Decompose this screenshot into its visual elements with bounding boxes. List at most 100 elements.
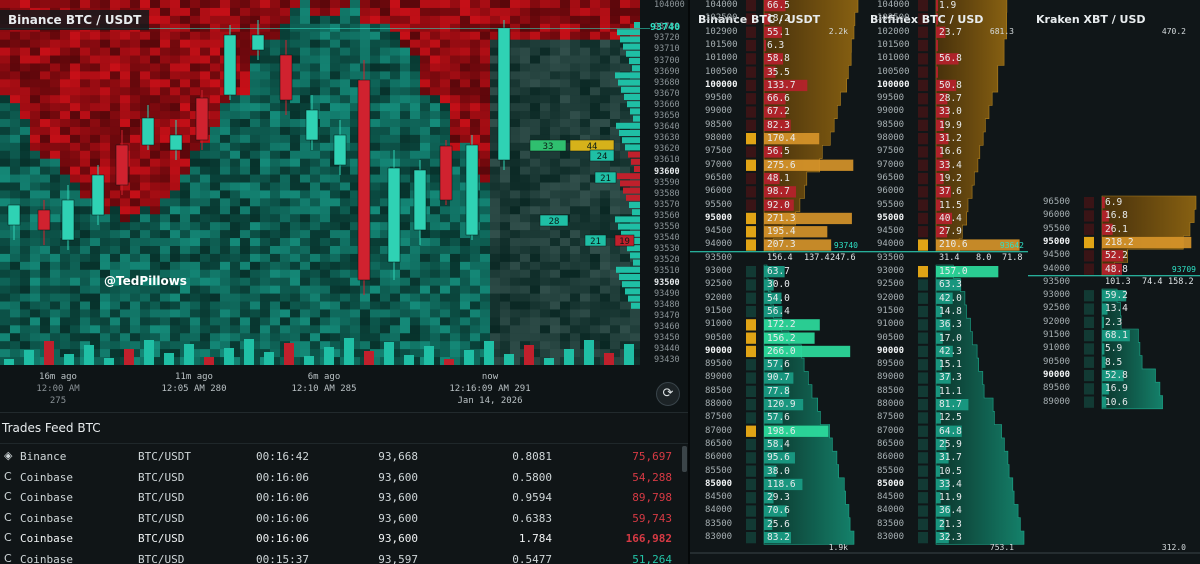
heatmap-cell [260, 95, 270, 104]
heatmap-cell [20, 190, 30, 199]
trade-row[interactable]: C Coinbase BTC/USD 00:16:06 93,600 1.784 166,9… [0, 529, 680, 549]
heat-marker [918, 399, 928, 411]
heatmap-cell [570, 0, 580, 9]
trade-pair: BTC/USD [138, 532, 185, 545]
heatmap-cell [550, 341, 560, 350]
heatmap-cell [560, 55, 570, 64]
heatmap-cell [30, 198, 40, 207]
heatmap-cell [350, 63, 360, 72]
heatmap-cell [520, 55, 530, 64]
heatmap-cell [540, 261, 550, 271]
heatmap-cell [340, 230, 350, 239]
heatmap-cell [370, 7, 380, 17]
heatmap-cell [460, 325, 470, 334]
trade-row[interactable]: ◈ Binance BTC/USDT 00:16:42 93,668 0.8081 75,6… [0, 447, 680, 467]
heatmap-cell [150, 261, 160, 271]
heatmap-cell [290, 198, 300, 207]
heatmap-cell [540, 277, 550, 287]
time-label-top: 6m ago [307, 372, 341, 382]
heatmap-cell [170, 150, 180, 160]
heatmap-cell [600, 0, 610, 9]
heatmap-cell [30, 325, 40, 334]
heatmap-cell [620, 103, 630, 112]
heatmap-cell [120, 0, 130, 9]
heatmap-cell [590, 134, 600, 144]
level-price: 102500 [877, 13, 910, 24]
heatmap-cell [430, 134, 440, 144]
trade-row[interactable]: C Coinbase BTC/USD 00:16:06 93,600 0.9594 89,7… [0, 488, 680, 508]
heatmap-cell [0, 269, 10, 279]
heatmap-cell [270, 285, 280, 295]
heat-marker [918, 66, 928, 78]
heatmap-cell [480, 325, 490, 334]
level-price: 84500 [877, 492, 905, 503]
heatmap-cell [70, 79, 80, 88]
heatmap-cell [580, 293, 590, 303]
heatmap-cell [440, 293, 450, 303]
heatmap-cell [0, 39, 10, 49]
heatmap-cell [430, 15, 440, 25]
heatmap-cell [180, 206, 190, 215]
heatmap-cell [120, 134, 130, 144]
heatmap-cell [160, 39, 170, 49]
heatmap-cell [100, 341, 110, 350]
heatmap-cell [300, 174, 310, 183]
trade-row[interactable]: C Coinbase BTC/USD 00:15:37 93,597 0.5477 51,2… [0, 550, 680, 564]
heatmap-chart[interactable]: 33 44 24 21 28 21 19 Binance BTC / USDT @TedPi… [0, 0, 688, 412]
heatmap-cell [210, 293, 220, 303]
level-price: 97000 [705, 159, 733, 170]
heatmap-cell [410, 269, 420, 279]
heatmap-cell [350, 349, 360, 358]
heatmap-cell [310, 245, 320, 255]
heatmap-cell [80, 166, 90, 176]
heatmap-cell [280, 325, 290, 334]
heatmap-cell [450, 7, 460, 17]
trades-scrollbar[interactable] [682, 446, 687, 472]
heatmap-cell [340, 119, 350, 128]
reset-view-button[interactable]: ⟳ [656, 382, 680, 406]
heatmap-cell [100, 111, 110, 120]
heatmap-cell [320, 245, 330, 255]
heatmap-cell [460, 119, 470, 128]
level-size: 13.4 [1105, 303, 1128, 315]
trade-row[interactable]: C Coinbase BTC/USD 00:16:06 93,600 0.5800 54,2… [0, 468, 680, 488]
heatmap-cell [390, 47, 400, 57]
heatmap-cell [110, 0, 120, 9]
heatmap-cell [70, 269, 80, 279]
heatmap-cell [570, 87, 580, 96]
heatmap-cell [310, 158, 320, 168]
heatmap-cell [580, 245, 590, 255]
heatmap-cell [370, 222, 380, 231]
heatmap-cell [440, 126, 450, 136]
heatmap-cell [200, 333, 210, 342]
heat-marker [1084, 236, 1094, 249]
heatmap-cell [140, 285, 150, 295]
pane-divider[interactable] [688, 0, 690, 564]
heatmap-cell [170, 174, 180, 183]
heatmap-cell [110, 47, 120, 57]
heatmap-cell [230, 150, 240, 160]
heatmap-cell [380, 325, 390, 334]
trade-time: 00:16:06 [256, 511, 309, 525]
heatmap-cell [540, 39, 550, 49]
level-price: 94500 [705, 226, 733, 237]
heatmap-cell [210, 317, 220, 326]
heatmap-cell [200, 309, 210, 318]
level-size: 5.9 [1105, 343, 1123, 355]
heatmap-cell [570, 245, 580, 255]
heatmap-cell [200, 7, 210, 17]
heatmap-cell [260, 245, 270, 255]
heatmap-cell [610, 277, 620, 287]
heatmap-cell [240, 0, 250, 9]
trade-row[interactable]: C Coinbase BTC/USD 00:16:06 93,600 0.6383 59,7… [0, 509, 680, 529]
heatmap-cell [520, 103, 530, 112]
heat-marker [918, 0, 928, 12]
level-size: 33.0 [939, 106, 962, 118]
heatmap-cell [110, 79, 120, 88]
heatmap-cell [340, 214, 350, 223]
heatmap-cell [520, 150, 530, 160]
heatmap-cell [180, 198, 190, 207]
heatmap-cell [10, 293, 20, 303]
heatmap-cell [280, 119, 290, 128]
